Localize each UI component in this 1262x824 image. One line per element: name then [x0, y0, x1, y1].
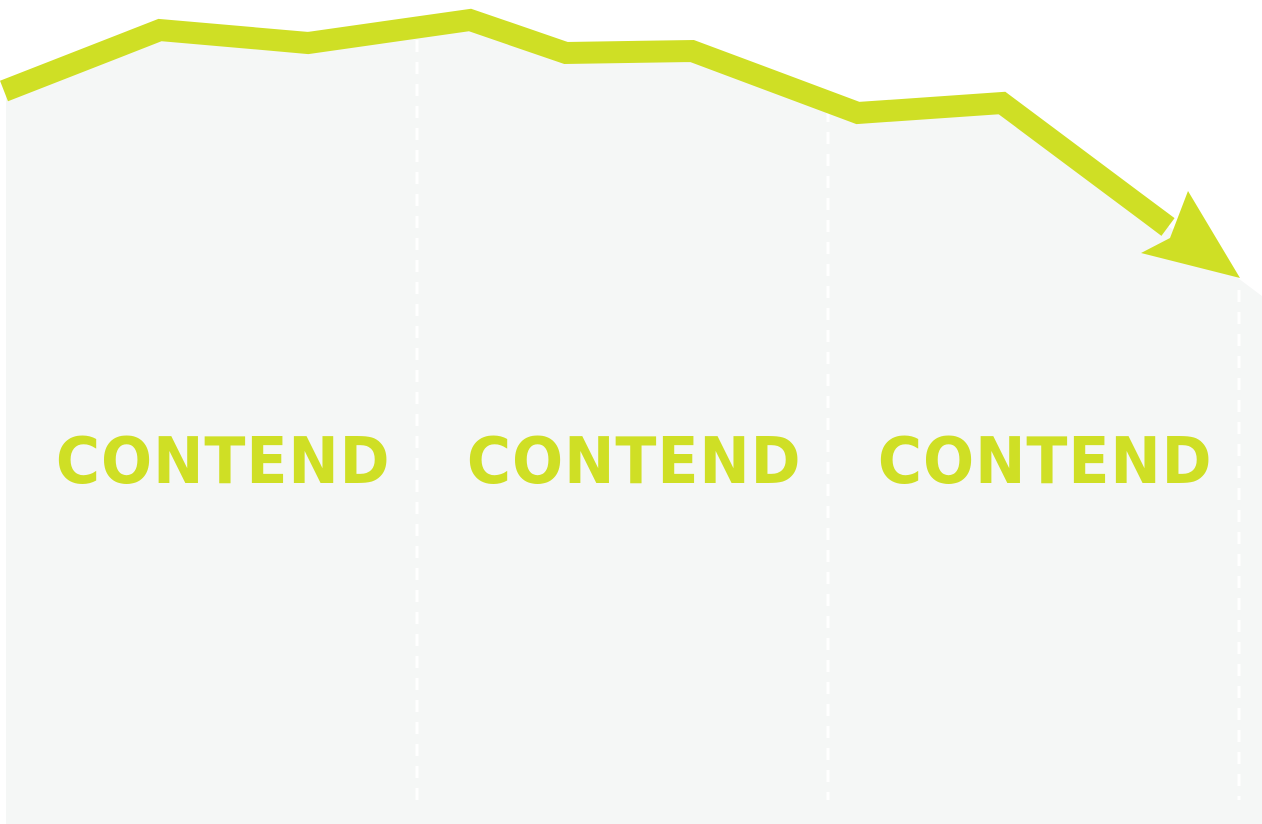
area-panel	[6, 20, 1262, 824]
trend-line	[0, 8, 1175, 236]
trend-arrow-head-icon	[1141, 191, 1240, 278]
